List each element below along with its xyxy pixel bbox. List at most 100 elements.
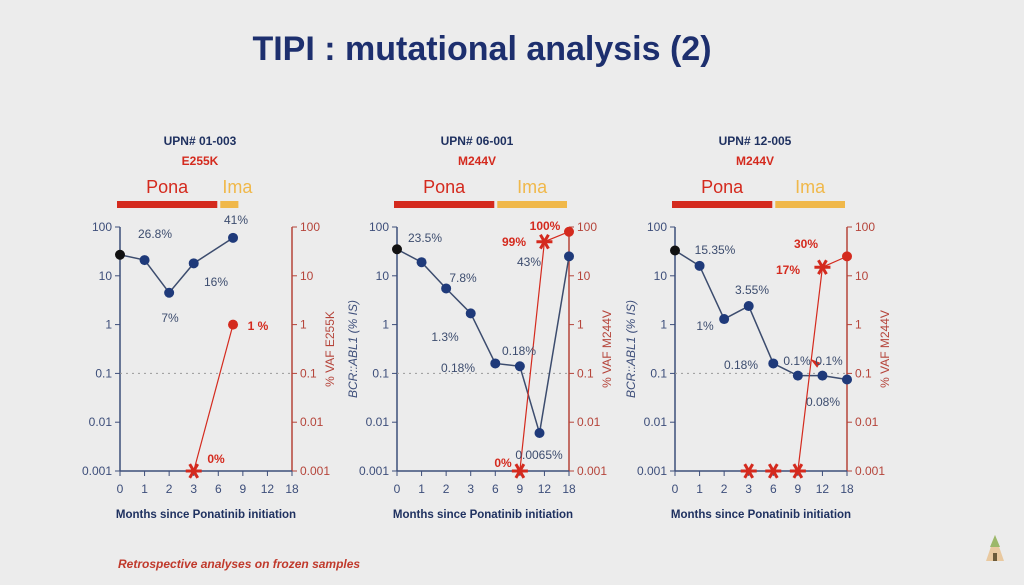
vaf-star-marker <box>789 463 806 479</box>
bcr-abl1-point <box>164 287 175 298</box>
right-y-axis-title: % VAF E255K <box>323 311 337 387</box>
bcr-data-label: 0.1% <box>815 354 843 368</box>
bcr-data-label: 41% <box>224 213 248 227</box>
bcr-data-label: 3.55% <box>735 283 769 297</box>
treatment-bar-ima <box>220 201 239 208</box>
bcr-data-label: 0.1% <box>783 354 811 368</box>
x-tick-label: 0 <box>394 482 401 496</box>
treatment-bar-ima <box>775 201 845 208</box>
x-tick-label: 6 <box>215 482 222 496</box>
left-y-tick-label: 0.01 <box>89 415 113 429</box>
chart-panel-1: UPN# 01-003 E255K Pona Ima 100 100 10 10 1 1 0.1 0.… <box>82 134 337 521</box>
bcr-data-label: 0.18% <box>502 344 536 358</box>
vaf-point <box>228 319 239 330</box>
treatment-label-ima: Ima <box>795 177 826 197</box>
right-y-tick-label: 10 <box>300 269 314 283</box>
right-y-tick-label: 100 <box>300 220 320 234</box>
x-tick-label: 1 <box>141 482 148 496</box>
x-tick-label: 9 <box>795 482 802 496</box>
bcr-data-label: 0.18% <box>724 358 758 372</box>
x-tick-label: 1 <box>696 482 703 496</box>
treatment-bar-pona <box>117 201 218 208</box>
treatment-label-ima: Ima <box>222 177 253 197</box>
right-y-tick-label: 1 <box>855 318 862 332</box>
x-tick-label: 6 <box>492 482 499 496</box>
x-tick-label: 3 <box>745 482 752 496</box>
left-y-tick-label: 100 <box>647 220 667 234</box>
x-tick-label: 2 <box>166 482 173 496</box>
right-y-axis-title: % VAF M244V <box>600 310 614 388</box>
bcr-data-label: 7.8% <box>449 271 477 285</box>
bcr-data-label: 16% <box>204 275 228 289</box>
right-y-tick-label: 100 <box>577 220 597 234</box>
bcr-abl1-point <box>564 251 574 262</box>
bcr-data-label: 15.35% <box>695 243 736 257</box>
x-tick-label: 3 <box>190 482 197 496</box>
left-y-tick-label: 0.01 <box>644 415 668 429</box>
bcr-data-label: 23.5% <box>408 231 442 245</box>
vaf-star-marker <box>765 463 782 479</box>
treatment-label-pona: Pona <box>701 177 744 197</box>
mutation-name: M244V <box>736 154 774 168</box>
footnote: Retrospective analyses on frozen samples <box>118 557 361 571</box>
bcr-abl1-point <box>792 370 803 381</box>
arrow-marker-icon <box>810 358 821 368</box>
x-axis-title: Months since Ponatinib initiation <box>393 509 573 521</box>
x-tick-label: 18 <box>562 482 576 496</box>
bcr-data-label: 7% <box>161 311 179 325</box>
bcr-abl1-point <box>441 283 452 294</box>
left-y-tick-label: 0.001 <box>637 464 667 478</box>
bcr-abl1-point <box>670 245 680 256</box>
left-y-tick-label: 10 <box>376 269 390 283</box>
x-tick-label: 12 <box>538 482 552 496</box>
left-y-tick-label: 0.01 <box>366 415 390 429</box>
left-y-axis-title: BCR::ABL1 (% IS) <box>346 300 360 398</box>
bcr-abl1-point <box>719 314 730 325</box>
vaf-star-marker <box>511 463 528 479</box>
vaf-data-label: 100% <box>530 219 561 233</box>
vaf-data-label: 1 % <box>248 319 269 333</box>
vaf-point <box>564 226 574 237</box>
vaf-star-marker <box>814 259 831 275</box>
x-axis-title: Months since Ponatinib initiation <box>671 509 851 521</box>
mutation-name: E255K <box>182 154 219 168</box>
bcr-data-label: 1% <box>696 319 714 333</box>
treatment-bar-ima <box>497 201 567 208</box>
bcr-data-label: 0.18% <box>441 361 475 375</box>
treatment-bar-pona <box>672 201 773 208</box>
left-y-tick-label: 100 <box>369 220 389 234</box>
vaf-star-marker <box>185 463 202 479</box>
x-tick-label: 1 <box>418 482 425 496</box>
treatment-label-pona: Pona <box>423 177 466 197</box>
x-tick-label: 2 <box>721 482 728 496</box>
patient-id: UPN# 01-003 <box>164 134 237 148</box>
left-y-tick-label: 10 <box>99 269 113 283</box>
right-y-tick-label: 1 <box>300 318 307 332</box>
patient-id: UPN# 12-005 <box>719 134 792 148</box>
bcr-abl1-point <box>465 308 476 319</box>
bcr-abl1-point <box>188 258 199 269</box>
mutation-name: M244V <box>458 154 496 168</box>
x-tick-label: 12 <box>816 482 830 496</box>
right-y-tick-label: 0.001 <box>855 464 885 478</box>
vaf-data-label: 0% <box>494 456 512 470</box>
treatment-label-pona: Pona <box>146 177 189 197</box>
vaf-point <box>842 251 852 262</box>
bcr-abl1-point <box>228 232 239 243</box>
bcr-abl1-point <box>817 370 828 381</box>
bcr-abl1-point <box>842 374 852 385</box>
x-tick-label: 9 <box>517 482 524 496</box>
right-y-tick-label: 0.1 <box>300 366 317 380</box>
patient-id: UPN# 06-001 <box>441 134 514 148</box>
vaf-data-label: 17% <box>776 263 800 277</box>
left-y-tick-label: 1 <box>105 318 112 332</box>
left-y-tick-label: 1 <box>660 318 667 332</box>
bcr-data-label: 0.0065% <box>515 448 563 462</box>
bcr-abl1-point <box>490 358 501 369</box>
bcr-abl1-point <box>694 260 705 271</box>
bcr-data-label: 1.3% <box>431 330 459 344</box>
left-y-tick-label: 100 <box>92 220 112 234</box>
x-tick-label: 18 <box>285 482 299 496</box>
